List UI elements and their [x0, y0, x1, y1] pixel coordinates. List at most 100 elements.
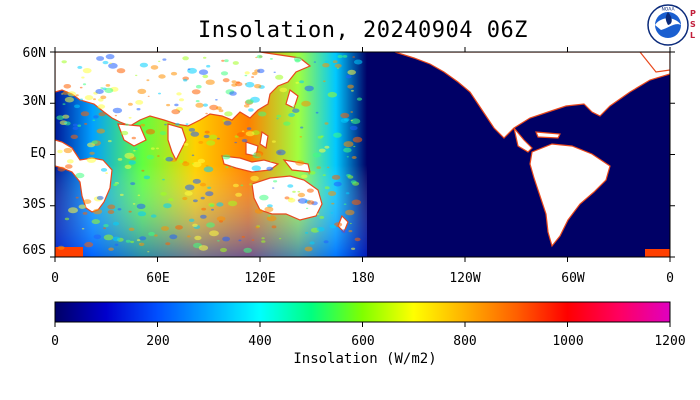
cloud-speck — [57, 166, 66, 172]
cloud-speck — [108, 247, 114, 251]
cloud-speck — [192, 178, 201, 184]
cloud-speck — [336, 67, 340, 70]
cloud-speck — [241, 138, 248, 143]
cloud-speck — [116, 68, 126, 74]
cloud-speck — [350, 180, 357, 184]
cloud-speck — [204, 130, 210, 134]
cloud-speck — [306, 188, 314, 193]
cloud-speck — [333, 181, 342, 187]
cloud-speck — [68, 207, 78, 214]
cloud-speck — [74, 104, 80, 109]
cloud-speck — [297, 199, 300, 201]
cloud-speck — [92, 208, 103, 215]
cloud-speck — [220, 71, 229, 76]
lon-label-0: 0 — [51, 271, 59, 286]
cloud-speck — [326, 166, 330, 169]
cloud-speck — [333, 132, 342, 138]
cloud-speck — [287, 184, 294, 188]
cloud-speck — [195, 100, 200, 103]
cloud-speck — [105, 172, 108, 175]
philippines-land — [259, 130, 269, 150]
cloud-speck — [354, 59, 363, 65]
cloud-speck — [84, 122, 88, 125]
cloud-speck — [351, 199, 361, 206]
colorbar-label-600: 600 — [351, 334, 375, 349]
cloud-speck — [146, 79, 150, 82]
cloud-speck — [332, 60, 338, 64]
cloud-speck — [132, 203, 136, 205]
cloud-speck — [195, 102, 204, 108]
cloud-speck — [313, 61, 316, 63]
cloud-speck — [249, 183, 253, 186]
cloud-speck — [105, 54, 115, 60]
cloud-speck — [165, 156, 174, 162]
cloud-speck — [158, 60, 161, 63]
cloud-speck — [191, 89, 201, 95]
cloud-speck — [236, 132, 245, 138]
cloud-speck — [72, 126, 79, 130]
cloud-speck — [306, 200, 315, 205]
cloud-speck — [97, 104, 106, 109]
cloud-speck — [138, 242, 145, 246]
cloud-speck — [340, 112, 350, 119]
cloud-speck — [83, 199, 92, 205]
greenland-land — [639, 52, 670, 73]
cloud-speck — [188, 218, 195, 222]
cloud-speck — [250, 175, 259, 181]
lon-label-60w: 60W — [561, 271, 585, 286]
cloud-speck — [298, 198, 308, 204]
cloud-speck — [191, 154, 195, 157]
cloud-speck — [266, 215, 277, 222]
cloud-speck — [345, 74, 352, 79]
cloud-speck — [75, 94, 79, 97]
cloud-speck — [350, 119, 353, 122]
cloud-speck — [188, 127, 196, 132]
lon-label-180: 180 — [351, 271, 375, 286]
cloud-speck — [299, 136, 303, 138]
cloud-speck — [107, 210, 115, 214]
cloud-speck — [148, 231, 156, 236]
cloud-speck — [234, 141, 238, 144]
cloud-speck — [228, 200, 238, 207]
cloud-speck — [199, 182, 207, 187]
cloud-speck — [273, 71, 276, 74]
cloud-speck — [209, 104, 219, 111]
cloud-speck — [103, 234, 114, 241]
cloud-speck — [193, 199, 198, 203]
cloud-speck — [209, 230, 219, 237]
cloud-speck — [63, 147, 73, 154]
cloud-speck — [352, 56, 356, 58]
cloud-speck — [82, 212, 88, 215]
lon-label-120w: 120W — [449, 271, 481, 286]
cloud-speck — [349, 222, 352, 225]
cloud-speck — [305, 207, 309, 210]
cloud-speck — [107, 204, 116, 210]
arabia-land — [117, 123, 147, 147]
cloud-speck — [82, 83, 87, 86]
cloud-speck — [100, 87, 104, 89]
cloud-speck — [202, 74, 209, 79]
cloud-speck — [82, 68, 92, 74]
cloud-speck — [254, 208, 263, 214]
lat-label-eq: EQ — [30, 146, 46, 161]
cloud-texture — [56, 54, 363, 253]
cloud-speck — [217, 240, 220, 242]
cloud-speck — [316, 166, 321, 169]
cloud-speck — [341, 229, 348, 234]
cloud-speck — [297, 190, 301, 193]
cloud-speck — [65, 164, 73, 169]
cloud-speck — [67, 91, 76, 97]
cloud-speck — [62, 114, 70, 119]
cloud-speck — [158, 92, 161, 95]
cloud-speck — [293, 104, 297, 107]
noaa-logo-icon: NOAA — [647, 4, 689, 46]
cloud-speck — [343, 147, 352, 153]
cloud-speck — [175, 225, 183, 230]
cloud-speck — [323, 240, 329, 244]
cloud-speck — [192, 223, 198, 227]
cloud-speck — [211, 208, 214, 211]
cloud-speck — [190, 131, 200, 137]
cloud-speck — [89, 151, 95, 155]
